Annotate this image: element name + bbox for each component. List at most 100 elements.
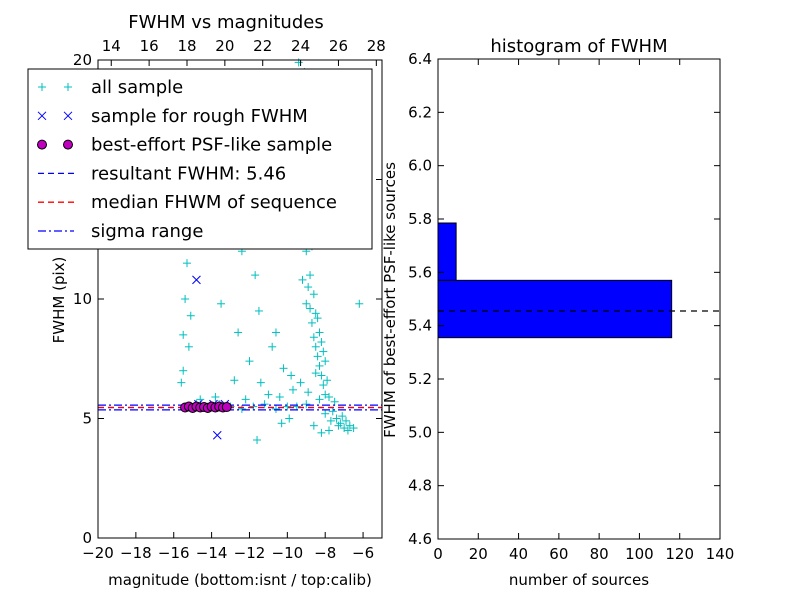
right-xtick-label-1: 20 — [469, 545, 488, 563]
right-plot-frame — [437, 58, 721, 540]
legend-x-icon-0-b — [37, 111, 47, 121]
all-sample-point-95 — [324, 426, 333, 435]
all-sample-point-15 — [182, 259, 191, 268]
legend-label-0: all sample — [91, 77, 183, 98]
legend-box — [27, 68, 373, 250]
all-sample-point-14 — [181, 295, 190, 303]
left-ytick-label-2: 10 — [73, 290, 92, 308]
all-sample-point-31 — [268, 342, 277, 351]
right-xtick-label-4: 80 — [590, 545, 609, 563]
all-sample-point-82 — [342, 416, 351, 425]
left-chart-title: FWHM vs magnitudes — [128, 12, 323, 33]
left-top-xtick-label-0: 14 — [102, 37, 121, 55]
left-top-xtick-label-7: 28 — [367, 37, 386, 55]
all-sample-point-50 — [309, 290, 318, 299]
all-sample-point-70 — [343, 426, 352, 435]
all-sample-point-76 — [315, 395, 324, 404]
right-ytick-label-1: 4.8 — [408, 477, 432, 495]
left-xtick-label-7: −6 — [352, 544, 374, 562]
left-x-axis-label: magnitude (bottom:isnt / top:calib) — [108, 571, 372, 589]
histogram-bar-0 — [437, 279, 673, 339]
right-ytick-label-4: 5.4 — [408, 317, 432, 335]
rough-sample-point-0-b — [192, 275, 201, 285]
all-sample-point-65 — [324, 392, 333, 401]
all-sample-point-63 — [319, 347, 328, 356]
all-sample-point-85 — [253, 436, 262, 445]
right-xtick-label-5: 100 — [625, 545, 654, 563]
legend-entry-0: all sample — [38, 77, 183, 98]
legend-entry-4: median FHWM of sequence — [38, 192, 337, 213]
all-sample-point-74 — [304, 388, 313, 397]
all-sample-point-25 — [217, 299, 226, 308]
right-ytick-label-9: 6.4 — [408, 50, 432, 68]
all-sample-point-80 — [334, 421, 343, 430]
all-sample-point-17 — [184, 342, 193, 351]
all-sample-point-86 — [277, 419, 286, 428]
all-sample-point-59 — [298, 275, 307, 284]
legend-x-icon-0 — [37, 111, 47, 121]
all-sample-point-83 — [345, 421, 354, 430]
all-sample-point-49 — [306, 271, 315, 280]
right-ytick-label-2: 5.0 — [408, 423, 432, 441]
all-sample-point-34 — [287, 371, 296, 380]
all-sample-point-13 — [179, 330, 188, 339]
legend-x-icon-1 — [63, 111, 73, 121]
all-sample-point-81 — [338, 412, 347, 421]
all-sample-point-84 — [355, 299, 364, 308]
all-sample-point-77 — [321, 409, 330, 418]
left-y-axis-label: FWHM (pix) — [50, 257, 68, 344]
all-sample-point-88 — [264, 390, 273, 399]
rough-sample-point-1 — [212, 430, 222, 440]
all-sample-point-45 — [315, 361, 324, 370]
all-sample-point-79 — [330, 397, 339, 406]
all-sample-point-7 — [260, 400, 269, 409]
left-ytick-label-0: 0 — [82, 529, 92, 547]
all-sample-point-43 — [311, 342, 320, 351]
all-sample-point-73 — [296, 378, 305, 387]
left-xtick-label-4: −12 — [234, 544, 266, 562]
all-sample-point-26 — [234, 328, 243, 337]
right-xtick-label-2: 40 — [509, 545, 528, 563]
right-x-axis-label: number of sources — [509, 571, 649, 589]
left-xtick-label-3: −14 — [196, 544, 228, 562]
all-sample-point-24 — [251, 271, 260, 280]
left-ytick-label-1: 5 — [82, 410, 92, 428]
all-sample-point-11 — [302, 400, 311, 409]
all-sample-point-30 — [254, 306, 263, 315]
all-sample-point-51 — [313, 314, 322, 323]
all-sample-point-8 — [271, 404, 280, 413]
right-xtick-label-0: 0 — [433, 545, 443, 563]
legend-label-1: sample for rough FWHM — [91, 106, 308, 127]
all-sample-point-18 — [186, 311, 195, 320]
left-top-xtick-label-6: 26 — [329, 37, 348, 55]
legend-entry-3: resultant FWHM: 5.46 — [38, 163, 286, 184]
left-xtick-label-6: −8 — [314, 544, 336, 562]
all-sample-point-53 — [321, 357, 330, 366]
all-sample-point-5 — [237, 404, 246, 413]
all-sample-point-10 — [292, 402, 301, 411]
all-sample-point-47 — [319, 381, 328, 390]
all-sample-point-52 — [317, 338, 326, 347]
right-xtick-label-6: 120 — [665, 545, 694, 563]
legend-entry-1: sample for rough FWHM — [37, 106, 308, 127]
all-sample-point-72 — [289, 385, 298, 394]
all-sample-point-44 — [313, 352, 322, 361]
all-sample-point-94 — [317, 428, 326, 437]
all-sample-point-29 — [230, 376, 239, 385]
all-sample-point-6 — [249, 402, 258, 411]
all-sample-point-64 — [323, 376, 332, 385]
legend-x-icon-1-b — [63, 111, 73, 121]
all-sample-point-40 — [306, 304, 315, 313]
rough-sample-point-0 — [192, 275, 201, 285]
right-xtick-label-3: 60 — [549, 545, 568, 563]
all-sample-point-41 — [307, 318, 316, 327]
legend-label-2: best-effort PSF-like sample — [91, 135, 332, 156]
all-sample-point-61 — [311, 309, 320, 318]
psf-sample-point-11 — [221, 402, 232, 413]
all-sample-point-90 — [241, 395, 250, 404]
all-sample-point-46 — [317, 371, 326, 380]
right-ytick-label-5: 5.6 — [408, 263, 432, 281]
left-top-xtick-label-1: 16 — [140, 37, 159, 55]
all-sample-point-93 — [309, 421, 318, 430]
right-ytick-label-7: 6.0 — [408, 157, 432, 175]
